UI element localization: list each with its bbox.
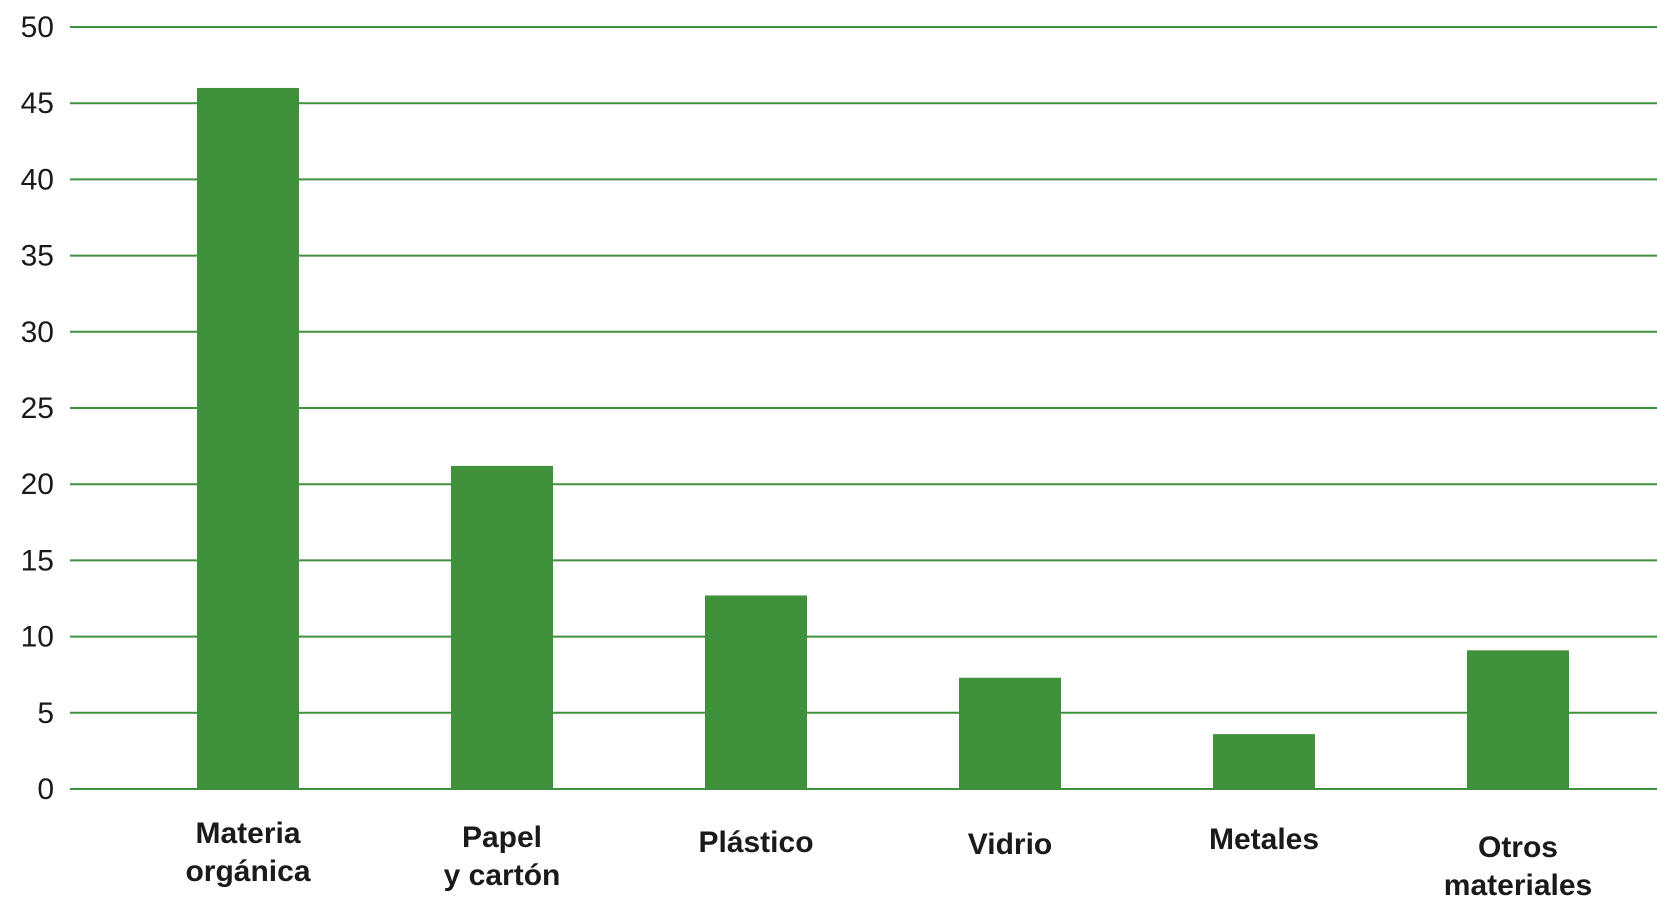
bar-1 <box>451 465 553 789</box>
y-tick-label-20: 20 <box>21 468 54 501</box>
x-category-label-line: orgánica <box>185 855 310 888</box>
bar-3 <box>959 677 1061 789</box>
y-tick-label-10: 10 <box>21 621 54 654</box>
x-category-label-line: Otros <box>1478 831 1558 864</box>
x-category-label-0: Materia orgánica <box>185 817 310 888</box>
x-category-label-2: Plástico <box>698 826 813 859</box>
bar-5 <box>1467 650 1569 789</box>
bar-2 <box>705 595 807 789</box>
y-tick-label-5: 5 <box>37 697 54 730</box>
x-category-label-line: materiales <box>1444 869 1592 902</box>
x-category-label-line: Plástico <box>698 826 813 859</box>
x-category-label-line: Metales <box>1209 823 1319 856</box>
y-tick-label-30: 30 <box>21 316 54 349</box>
bar-0 <box>197 87 299 789</box>
bar-4 <box>1213 734 1315 789</box>
y-tick-label-50: 50 <box>21 11 54 44</box>
gridlines <box>70 26 1657 790</box>
y-axis-tick-labels: 0 5 10 15 20 25 30 35 40 45 50 <box>21 11 54 806</box>
y-tick-label-45: 45 <box>21 87 54 120</box>
x-category-label-4: Metales <box>1209 823 1319 856</box>
y-tick-label-35: 35 <box>21 240 54 273</box>
x-category-label-line: y cartón <box>444 859 561 892</box>
x-category-label-1: Papel y cartón <box>444 821 561 892</box>
y-tick-label-0: 0 <box>37 773 54 806</box>
x-axis-category-labels: Materia orgánica Papel y cartón Plástico Vidr… <box>185 817 1592 902</box>
y-tick-label-25: 25 <box>21 392 54 425</box>
x-category-label-line: Vidrio <box>968 828 1052 861</box>
bars <box>197 87 1569 789</box>
x-category-label-line: Papel <box>462 821 542 854</box>
y-tick-label-15: 15 <box>21 544 54 577</box>
x-category-label-3: Vidrio <box>968 828 1052 861</box>
x-category-label-5: Otros materiales <box>1444 831 1592 902</box>
x-category-label-line: Materia <box>195 817 300 850</box>
y-tick-label-40: 40 <box>21 163 54 196</box>
